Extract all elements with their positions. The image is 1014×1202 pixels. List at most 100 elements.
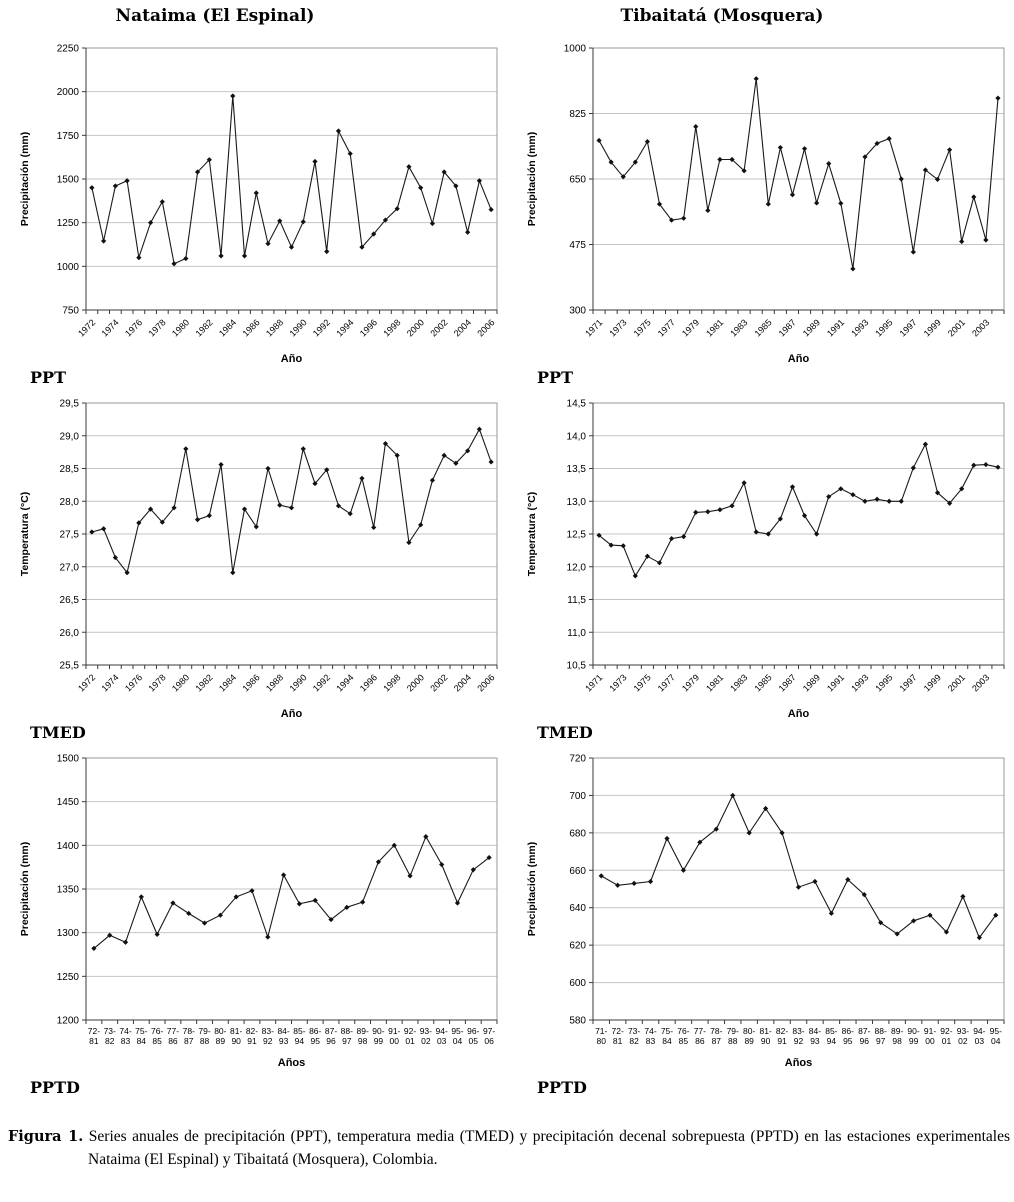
- svg-text:475: 475: [569, 240, 586, 251]
- svg-text:1983: 1983: [728, 672, 749, 693]
- svg-text:92: 92: [263, 1036, 273, 1046]
- svg-text:1971: 1971: [583, 317, 604, 338]
- svg-text:2004: 2004: [452, 672, 473, 693]
- svg-text:86-: 86-: [309, 1026, 321, 1036]
- svg-text:93-: 93-: [420, 1026, 432, 1036]
- svg-text:1974: 1974: [100, 672, 121, 693]
- svg-text:Año: Año: [281, 708, 303, 720]
- svg-text:83-: 83-: [262, 1026, 274, 1036]
- svg-text:26,5: 26,5: [60, 595, 80, 606]
- svg-text:90-: 90-: [372, 1026, 384, 1036]
- svg-text:00: 00: [925, 1036, 935, 1046]
- svg-text:88-: 88-: [875, 1026, 887, 1036]
- line-chart-tibaitata-tmed: 10,5 11,0 11,5 12,0 12,5 13,0 13,5 14,0 14,5 1971…: [507, 389, 1014, 723]
- svg-text:1988: 1988: [264, 317, 285, 338]
- svg-text:2006: 2006: [475, 317, 496, 338]
- svg-text:1980: 1980: [170, 672, 191, 693]
- svg-text:86: 86: [168, 1036, 178, 1046]
- svg-text:26,0: 26,0: [60, 628, 80, 639]
- svg-text:87-: 87-: [858, 1026, 870, 1036]
- svg-text:97: 97: [876, 1036, 886, 1046]
- svg-text:2001: 2001: [946, 672, 967, 693]
- svg-text:84: 84: [137, 1036, 147, 1046]
- svg-text:81: 81: [89, 1036, 99, 1046]
- svg-text:Precipitación (mm): Precipitación (mm): [526, 842, 538, 937]
- svg-text:91-: 91-: [388, 1026, 400, 1036]
- svg-text:98: 98: [892, 1036, 902, 1046]
- svg-text:00: 00: [390, 1036, 400, 1046]
- svg-text:1984: 1984: [217, 672, 238, 693]
- svg-text:80: 80: [596, 1036, 606, 1046]
- chart-block-nataima-ppt: Nataima (El Espinal) 750 1000 1250 1500 1750…: [0, 0, 507, 389]
- svg-text:620: 620: [569, 941, 586, 952]
- svg-text:84-: 84-: [277, 1026, 289, 1036]
- svg-text:700: 700: [569, 791, 586, 802]
- svg-text:80-: 80-: [214, 1026, 226, 1036]
- svg-text:1986: 1986: [240, 672, 261, 693]
- svg-text:1995: 1995: [873, 672, 894, 693]
- svg-text:1976: 1976: [123, 672, 144, 693]
- svg-text:94: 94: [827, 1036, 837, 1046]
- svg-text:72-: 72-: [612, 1026, 624, 1036]
- svg-text:28,0: 28,0: [60, 497, 80, 508]
- svg-text:Año: Año: [788, 708, 810, 720]
- svg-text:1985: 1985: [752, 317, 773, 338]
- svg-text:1995: 1995: [873, 317, 894, 338]
- svg-text:1997: 1997: [898, 672, 919, 693]
- svg-text:Año: Año: [281, 353, 303, 365]
- svg-text:96: 96: [326, 1036, 336, 1046]
- svg-text:90: 90: [761, 1036, 771, 1046]
- svg-text:74-: 74-: [644, 1026, 656, 1036]
- svg-text:89: 89: [744, 1036, 754, 1046]
- svg-text:14,5: 14,5: [567, 399, 587, 410]
- svg-text:640: 640: [569, 903, 586, 914]
- svg-text:1989: 1989: [801, 317, 822, 338]
- svg-text:25,5: 25,5: [60, 661, 80, 672]
- svg-text:05: 05: [469, 1036, 479, 1046]
- svg-text:10,5: 10,5: [567, 661, 587, 672]
- svg-text:2000: 2000: [405, 317, 426, 338]
- svg-text:06: 06: [484, 1036, 494, 1046]
- svg-text:82-: 82-: [776, 1026, 788, 1036]
- svg-text:82: 82: [629, 1036, 639, 1046]
- svg-text:1973: 1973: [607, 317, 628, 338]
- svg-text:1000: 1000: [57, 262, 80, 273]
- svg-text:94-: 94-: [436, 1026, 448, 1036]
- svg-text:95-: 95-: [451, 1026, 463, 1036]
- svg-text:1992: 1992: [311, 317, 332, 338]
- svg-text:29,5: 29,5: [60, 399, 80, 410]
- svg-text:04: 04: [453, 1036, 463, 1046]
- chart-block-tibaitata-pptd: 580 600 620 640 660 680 700 720 71- 80 72- 81 73- 82 7…: [507, 744, 1014, 1099]
- svg-text:2002: 2002: [428, 672, 449, 693]
- svg-text:1971: 1971: [583, 672, 604, 693]
- svg-text:84-: 84-: [809, 1026, 821, 1036]
- svg-text:720: 720: [569, 754, 586, 765]
- svg-text:2002: 2002: [428, 317, 449, 338]
- svg-text:1980: 1980: [170, 317, 191, 338]
- svg-text:Años: Años: [785, 1057, 813, 1069]
- svg-text:02: 02: [958, 1036, 968, 1046]
- svg-text:88: 88: [200, 1036, 210, 1046]
- svg-text:1990: 1990: [287, 317, 308, 338]
- svg-text:87-: 87-: [325, 1026, 337, 1036]
- svg-text:600: 600: [569, 978, 586, 989]
- svg-text:76-: 76-: [677, 1026, 689, 1036]
- svg-text:1981: 1981: [704, 317, 725, 338]
- svg-text:1991: 1991: [825, 672, 846, 693]
- section-label-ppt-right: PPT: [537, 368, 573, 387]
- svg-text:83: 83: [121, 1036, 131, 1046]
- svg-text:1993: 1993: [849, 672, 870, 693]
- svg-text:11,5: 11,5: [567, 595, 586, 606]
- svg-text:2004: 2004: [452, 317, 473, 338]
- svg-text:97: 97: [342, 1036, 352, 1046]
- section-label-pptd-left: PPTD: [30, 1078, 80, 1097]
- svg-text:1977: 1977: [656, 672, 677, 693]
- svg-text:78-: 78-: [183, 1026, 195, 1036]
- svg-text:73-: 73-: [104, 1026, 116, 1036]
- svg-text:2000: 2000: [57, 87, 80, 98]
- svg-text:Precipitación (mm): Precipitación (mm): [19, 842, 31, 937]
- svg-text:2250: 2250: [57, 44, 80, 55]
- svg-text:72-: 72-: [88, 1026, 100, 1036]
- svg-text:98: 98: [358, 1036, 368, 1046]
- svg-text:89-: 89-: [356, 1026, 368, 1036]
